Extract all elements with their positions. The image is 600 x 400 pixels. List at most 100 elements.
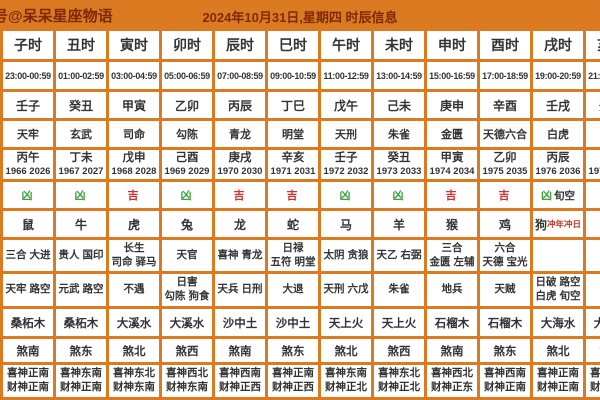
sha-direction: 煞西 [374,339,424,362]
hours-table: 子时丑时寅时卯时辰时巳时午时未时申时酉时戌时亥时 23:00-00:5901:00… [0,28,600,400]
zodiac-animal-label: 龙 [233,217,246,232]
unlucky-gods: 日破 路空 白虎 旬空 [533,274,583,306]
luck-flag: 凶 [392,190,404,202]
zodiac-animal-label: 兔 [180,217,193,232]
sha-direction: 煞东 [56,339,106,362]
clash-ganzhi-years: 壬子 1972 2032 [321,150,371,179]
clash-years: 1971 2031 [270,165,316,177]
caishen-direction: 财神正南 [590,381,600,393]
luck-flag: 吉 [268,182,318,208]
fortune-directions: 喜神东南 财神正北 [321,365,371,397]
clash-years: 1967 2027 [58,165,104,177]
xishen-direction: 喜神正南 [7,367,49,380]
xishen-direction: 喜神东南 [60,367,102,380]
hour-ganzhi: 庚申 [427,92,477,118]
lucky-gods: 天官 [162,240,212,271]
sha-direction: 煞南 [215,339,265,362]
lucky-gods: 三合 金匮 左辅 [427,240,477,271]
xishen-direction: 喜神西北 [431,367,473,380]
six-god: 金匮 [427,121,477,147]
nayin-element: 大溪水 [109,309,159,336]
unlucky-gods: 日害 勾陈 狗食 [162,274,212,306]
six-god: 青龙 [215,121,265,147]
luck-flag: 凶 [180,190,192,202]
six-god: 明堂 [268,121,318,147]
hour-name: 辰时 [215,31,265,59]
lucky-gods: 天乙 右弼 [374,240,424,271]
hour-time-range: 09:00-10:59 [268,62,318,89]
hour-time-range: 13:00-14:59 [374,62,424,89]
zodiac-animal-label: 鼠 [21,217,34,232]
hour-name: 卯时 [162,31,212,59]
luck-extra: 旬空 [554,189,575,202]
lucky-gods: 日禄 五符 明堂 [268,240,318,271]
clash-ganzhi-years: 己酉 1969 2029 [162,150,212,179]
lucky-gods: 太阴 贪狼 [321,240,371,271]
zodiac-animal: 虎 [109,211,159,237]
nayin-element: 沙中土 [268,309,318,336]
hour-time-range: 21:00-22:59 [586,62,600,89]
clash-ganzhi-years: 甲寅 1974 2034 [427,150,477,179]
unlucky-gods: 天贼 [480,274,530,306]
clash-ganzhi-years: 丁未 1967 2027 [56,150,106,179]
unlucky-gods: 地兵 [427,274,477,306]
hour-ganzhi: 壬戌 [533,92,583,118]
clash-ganzhi-years: 丁巳1977 2037 [586,150,600,179]
clash-ganzhi-years: 丙辰 1976 2036 [533,150,583,179]
six-god: 司命 [109,121,159,147]
luck-flag: 凶 [374,182,424,208]
luck-flag: 吉 [498,190,510,202]
caishen-direction: 财神正南 [60,381,102,393]
luck-flag: 吉 [445,190,457,202]
caishen-direction: 财神正西 [272,381,314,393]
fortune-directions: 喜神西北 财神正东 [427,365,477,397]
unlucky-gods: 天兵 日刑 [215,274,265,306]
fortune-directions: 喜神正南 财神正南 [3,365,53,397]
nayin-element: 大溪水 [162,309,212,336]
xishen-direction: 喜神西北 [166,367,208,380]
clash-years: 1976 2036 [535,165,581,177]
lucky-gods: 三合 [586,240,600,271]
hour-time-range: 23:00-00:59 [3,62,53,89]
caishen-direction: 财神正西 [219,381,261,393]
hour-name: 午时 [321,31,371,59]
zodiac-animal: 蛇 [268,211,318,237]
clash-years: 1970 2030 [217,165,263,177]
hour-ganzhi: 戊午 [321,92,371,118]
lucky-gods: 六合 天德 宝光 [480,240,530,271]
clash-ganzhi-years: 戊申 1968 2028 [109,150,159,179]
xishen-direction: 喜神正南 [537,367,579,380]
sha-direction: 煞南 [3,339,53,362]
clash-ganzhi-years: 辛亥 1971 2031 [268,150,318,179]
clash-years: 1973 2033 [376,165,422,177]
clash-years: 1969 2029 [164,165,210,177]
clash-ganzhi-years: 癸丑 1973 2033 [374,150,424,179]
xishen-direction: 喜神东北 [113,367,155,380]
unlucky-gods: 天牢 路空 [3,274,53,306]
luck-flag: 吉 [586,182,600,208]
watermark-logo: 号@呆呆星座物语 [0,8,113,25]
luck-flag: 凶 [339,190,351,202]
lucky-gods: 三合 大进 [3,240,53,271]
six-god: 白虎 [533,121,583,147]
clash-ganzhi: 丙午 [16,151,40,164]
hour-name: 戌时 [533,31,583,59]
hour-name: 亥时 [586,31,600,59]
luck-flag: 凶 [21,190,33,202]
six-god: 天牢 [3,121,53,147]
luck-flag: 吉 [480,182,530,208]
zodiac-animal: 猴 [427,211,477,237]
xishen-direction: 喜神正南 [272,367,314,380]
zodiac-animal-label: 鸡 [498,217,511,232]
zodiac-animal-label: 狗 [534,217,547,232]
hour-name: 寅时 [109,31,159,59]
fortune-directions: 喜神东北 财神东南 [109,365,159,397]
hour-name: 子时 [3,31,53,59]
zodiac-animal: 羊 [374,211,424,237]
clash-ganzhi: 壬子 [334,151,358,164]
caishen-direction: 财神正南 [537,381,579,393]
caishen-direction: 财神东南 [113,381,155,393]
zodiac-animal: 马 [321,211,371,237]
sha-direction: 煞东 [480,339,530,362]
